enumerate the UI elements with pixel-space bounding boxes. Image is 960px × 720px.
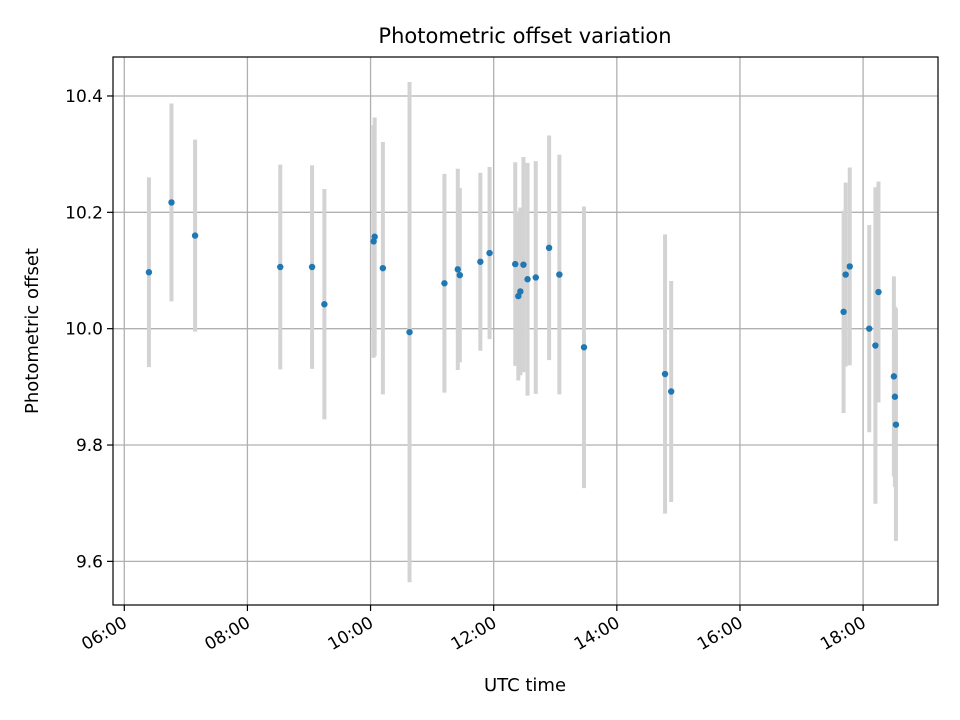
data-point	[308, 263, 316, 271]
x-axis-label: UTC time	[484, 675, 566, 696]
data-point	[441, 280, 448, 287]
data-point	[840, 308, 847, 316]
data-point	[406, 328, 413, 336]
chart-title: Photometric offset variation	[378, 24, 671, 48]
data-point	[890, 373, 898, 380]
data-point	[145, 269, 153, 276]
data-point	[371, 233, 378, 240]
data-point	[456, 271, 464, 279]
data-point	[892, 421, 900, 428]
y-tick-label: 10.4	[65, 87, 103, 107]
data-point	[379, 264, 387, 272]
y-axis-label: Photometric offset	[22, 248, 43, 414]
data-point	[191, 232, 199, 239]
data-point	[891, 393, 899, 400]
data-point	[486, 249, 493, 257]
data-point	[532, 274, 539, 281]
data-point	[875, 288, 882, 296]
data-point	[580, 344, 588, 351]
data-point	[524, 276, 531, 283]
data-point	[842, 271, 849, 278]
y-tick-label: 9.8	[76, 436, 103, 456]
data-point	[454, 266, 461, 273]
data-point	[661, 370, 669, 378]
data-point	[517, 288, 524, 295]
data-point	[846, 263, 853, 270]
data-point	[872, 342, 879, 349]
data-point	[477, 258, 484, 265]
data-point	[321, 301, 328, 308]
data-point	[668, 388, 675, 395]
data-point	[866, 325, 873, 332]
data-point	[168, 199, 175, 206]
y-tick-label: 10.2	[65, 203, 103, 223]
data-point	[512, 260, 519, 268]
data-point	[520, 261, 527, 268]
data-point	[545, 244, 553, 252]
data-point	[277, 263, 284, 271]
y-tick-label: 9.6	[76, 552, 103, 572]
plot-frame	[112, 56, 939, 606]
data-points	[145, 199, 900, 428]
data-point	[556, 271, 563, 278]
grid	[113, 57, 938, 605]
y-tick-label: 10.0	[65, 320, 103, 340]
